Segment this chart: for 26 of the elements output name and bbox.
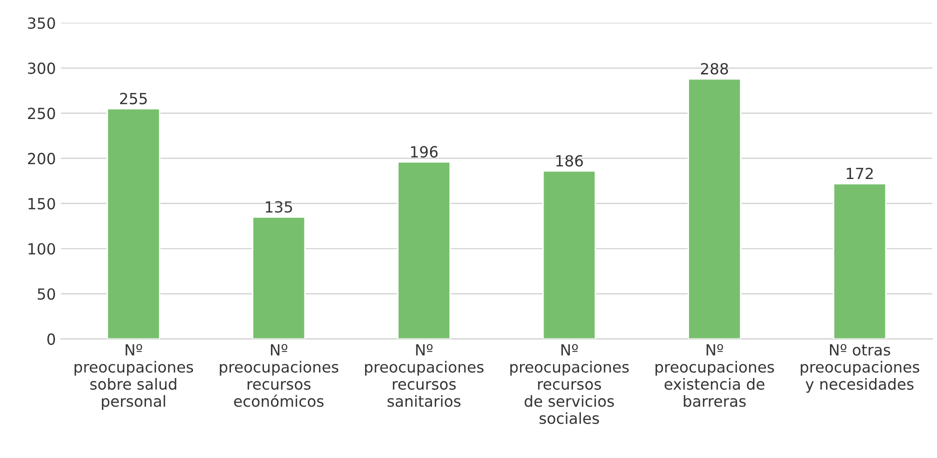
y-tick-label: 250 [28, 108, 56, 120]
x-tick-label: Nº preocupaciones existencia de barreras [656, 344, 774, 407]
bar [688, 78, 742, 339]
x-tick-label: Nº preocupaciones recursos de servicios sociales [510, 344, 629, 424]
y-tick-label: 200 [28, 152, 56, 164]
data-label: 172 [846, 168, 873, 180]
data-label: 288 [701, 62, 728, 75]
y-tick-label: 50 [38, 288, 56, 300]
data-label: 186 [556, 155, 583, 167]
bar [397, 161, 451, 339]
bar [106, 108, 160, 339]
x-tick-label: Nº otras preocupaciones y necesidades [800, 344, 920, 393]
y-tick-label: 150 [28, 198, 56, 210]
y-tick-label: 100 [28, 243, 56, 255]
data-label: 196 [411, 146, 438, 158]
x-tick-label: Nº preocupaciones recursos sanitarios [365, 344, 484, 407]
x-tick-label: Nº preocupaciones recursos económicos [220, 344, 338, 407]
data-label: 255 [120, 92, 147, 104]
y-tick-label: 350 [28, 17, 56, 29]
y-tick-label: 300 [28, 62, 56, 74]
data-label: 135 [266, 201, 292, 213]
bar [252, 216, 306, 339]
x-tick-label: Nº preocupaciones sobre salud personal [74, 344, 194, 410]
bar [832, 182, 887, 339]
y-tick-label: 0 [47, 333, 56, 345]
bar [542, 170, 596, 339]
